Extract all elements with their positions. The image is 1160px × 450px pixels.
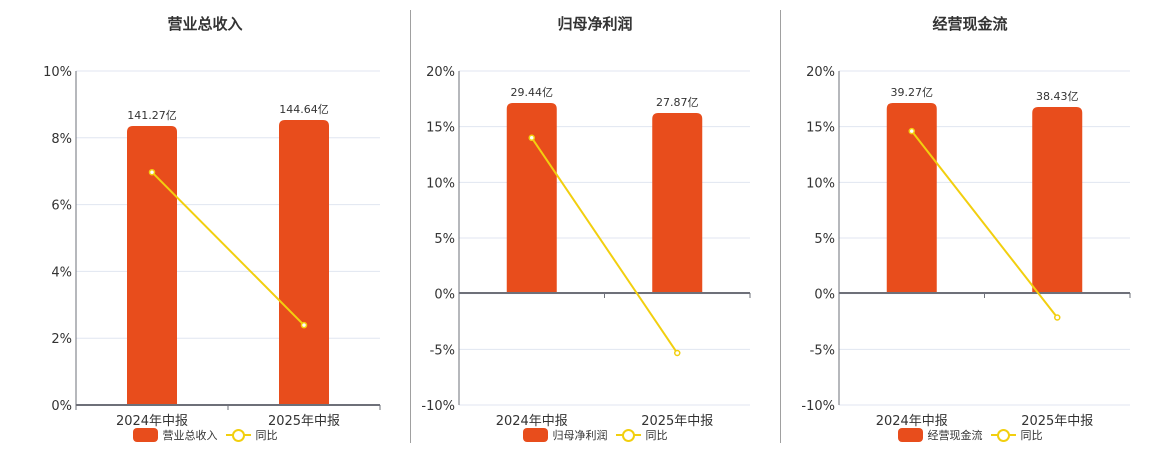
y-tick-label: -10% [421,399,455,414]
x-category-label: 2024年中报 [876,414,948,429]
panel-divider [780,10,781,443]
legend-label: 经营现金流 [927,429,983,442]
legend-item-line[interactable]: 同比 [615,427,668,443]
y-tick-label: 20% [426,65,455,80]
bar-swatch-icon [132,428,158,442]
yoy-point[interactable] [148,168,156,176]
panel-divider [410,10,411,443]
bar-value-label: 38.43亿 [1036,90,1079,103]
chart-panel-net-profit: 归母净利润 20% 15% 10% 5% 0% -5% -10% 29.44亿 2024年中报 2… [410,0,780,450]
y-tick-label: 15% [426,121,455,136]
bar[interactable] [886,103,937,293]
yoy-point[interactable] [1054,314,1061,321]
chart-panel-revenue: 营业总收入 10% 8% 6% 4% 2% 0% 141.27亿 2024年中报 144.64亿… [0,0,410,450]
legend-item-line[interactable]: 同比 [990,427,1043,443]
x-category-label: 2025年中报 [268,414,340,429]
line-marker-icon [225,428,251,442]
legend-item-bar[interactable]: 经营现金流 [897,427,983,443]
y-tick-label: 0% [434,288,455,303]
line-marker-icon [615,428,641,442]
bar-value-label: 144.64亿 [279,103,329,116]
yoy-point[interactable] [674,349,681,357]
y-tick-label: 0% [51,399,72,414]
x-category-label: 2025年中报 [1021,414,1093,429]
bar[interactable] [652,113,703,293]
y-tick-label: 0% [814,288,835,303]
x-category-label: 2025年中报 [641,414,713,429]
chart-panel-operating-cashflow: 经营现金流 20% 15% 10% 5% 0% -5% -10% 39.27亿 2024年中报 3… [780,0,1160,450]
y-tick-label: 10% [43,65,72,80]
x-category-label: 2024年中报 [496,414,568,429]
y-tick-label: 5% [434,232,455,247]
chart-legend: 归母净利润 同比 [410,427,780,443]
bar[interactable] [1032,107,1083,293]
y-tick-label: 15% [806,121,835,136]
chart-plot: 10% 8% 6% 4% 2% 0% 141.27亿 2024年中报 144.64亿 2025年中… [43,65,381,429]
y-tick-label: 10% [806,176,835,191]
chart-title: 营业总收入 [167,15,243,33]
chart-title: 归母净利润 [557,15,633,33]
y-tick-label: -10% [801,399,835,414]
yoy-point[interactable] [908,127,915,135]
x-category-label: 2024年中报 [116,414,188,429]
y-tick-label: 20% [806,65,835,80]
chart-plot: 20% 15% 10% 5% 0% -5% -10% 29.44亿 2024年中报 27.87亿 2… [421,65,751,429]
bar-value-label: 27.87亿 [656,96,699,109]
bar-value-label: 141.27亿 [127,109,177,122]
legend-label: 同比 [645,429,668,442]
legend-item-bar[interactable]: 营业总收入 [132,427,218,443]
y-tick-label: -5% [430,343,455,358]
y-tick-label: 2% [51,332,72,347]
legend-item-bar[interactable]: 归母净利润 [522,427,608,443]
bar[interactable] [506,103,557,293]
yoy-line [910,130,1059,319]
legend-label: 同比 [255,429,278,442]
chart-title: 经营现金流 [932,15,1008,33]
bar[interactable] [127,126,177,405]
y-tick-label: 10% [426,176,455,191]
chart-plot: 20% 15% 10% 5% 0% -5% -10% 39.27亿 2024年中报 38.43亿 2… [801,65,1131,429]
yoy-point[interactable] [300,321,308,329]
legend-label: 营业总收入 [162,429,218,442]
yoy-line [530,137,679,354]
bar[interactable] [279,120,329,405]
yoy-point[interactable] [528,134,535,142]
y-tick-label: -5% [810,343,835,358]
bar-value-label: 39.27亿 [891,86,934,99]
legend-label: 归母净利润 [552,429,608,442]
bar-swatch-icon [522,428,548,442]
y-tick-label: 5% [814,232,835,247]
chart-legend: 营业总收入 同比 [0,427,410,443]
y-tick-label: 8% [51,132,72,147]
bar-swatch-icon [897,428,923,442]
bar-value-label: 29.44亿 [511,86,554,99]
chart-legend: 经营现金流 同比 [780,427,1160,443]
yoy-line [151,171,305,326]
line-marker-icon [990,428,1016,442]
y-tick-label: 4% [51,265,72,280]
y-tick-label: 6% [51,199,72,214]
legend-item-line[interactable]: 同比 [225,427,278,443]
legend-label: 同比 [1020,429,1043,442]
